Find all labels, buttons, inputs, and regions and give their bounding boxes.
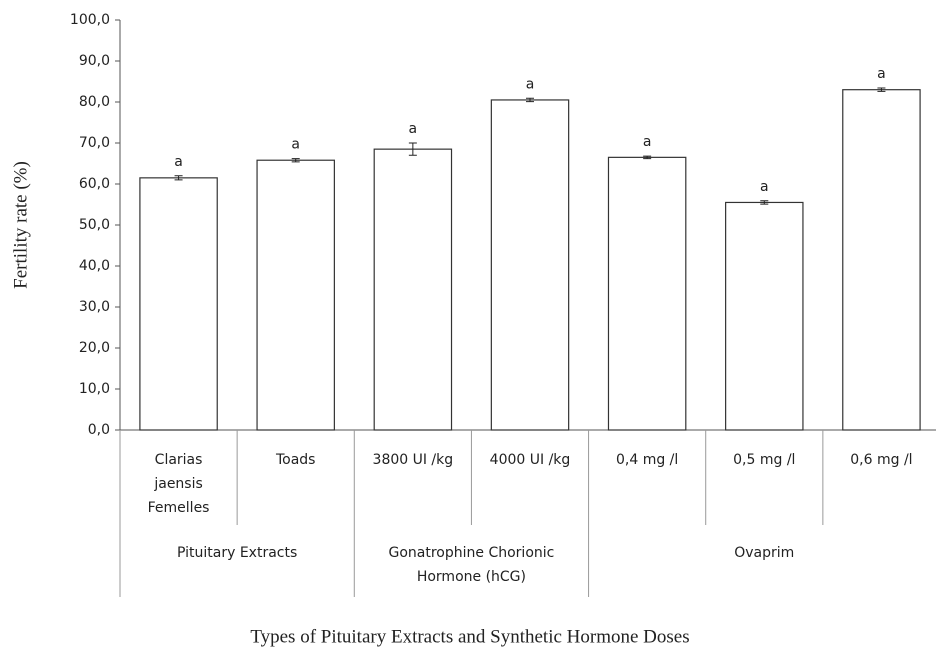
significance-letter: a [877, 66, 886, 82]
x-tick-label: 0,6 mg /l [850, 452, 913, 468]
bar [139, 177, 218, 431]
significance-letter: a [409, 121, 418, 137]
x-tick-label: 0,5 mg /l [733, 452, 796, 468]
x-tick-label: Toads [275, 452, 316, 468]
y-tick-label: 20,0 [79, 340, 110, 356]
group-label: Gonatrophine Chorionic Hormone (hCG) [388, 545, 555, 585]
significance-letter: a [526, 76, 535, 92]
bar [842, 89, 921, 431]
x-axis-title: Types of Pituitary Extracts and Syntheti… [250, 626, 689, 647]
significance-letter: a [643, 134, 652, 150]
error-bar [643, 155, 652, 160]
y-tick-label: 30,0 [79, 299, 110, 315]
x-tick-label: 4000 UI /kg [489, 452, 571, 468]
significance-letter: a [291, 137, 300, 153]
bar [373, 148, 453, 431]
y-tick-label: 80,0 [79, 94, 110, 110]
x-tick-label: Clarias jaensis Femelles [147, 452, 210, 516]
error-bar [526, 97, 534, 103]
error-bar [174, 175, 183, 181]
x-tick-label: 0,4 mg /l [615, 452, 679, 468]
group-label: Pituitary Extracts [177, 545, 298, 561]
group-label: Ovaprim [734, 545, 795, 561]
bar [725, 201, 804, 431]
y-tick-label: 50,0 [79, 217, 110, 233]
bar [490, 99, 570, 431]
error-bar [408, 142, 417, 156]
significance-letter: a [174, 154, 183, 170]
y-tick-label: 90,0 [79, 53, 110, 69]
y-tick-label: 40,0 [79, 258, 110, 274]
y-tick-label: 0,0 [88, 422, 110, 438]
y-tick-label: 10,0 [79, 381, 110, 397]
y-axis-title: Fertility rate (%) [10, 161, 31, 289]
error-bar [760, 200, 769, 205]
x-tick-label: 3800 UI /kg [372, 452, 454, 468]
significance-letter: a [760, 179, 769, 195]
error-bar [877, 87, 886, 92]
bar [607, 156, 687, 431]
y-tick-label: 70,0 [79, 135, 110, 151]
error-bar [291, 158, 300, 163]
y-tick-label: 60,0 [79, 176, 110, 192]
bar [256, 159, 335, 431]
y-tick-label: 100,0 [70, 12, 110, 28]
